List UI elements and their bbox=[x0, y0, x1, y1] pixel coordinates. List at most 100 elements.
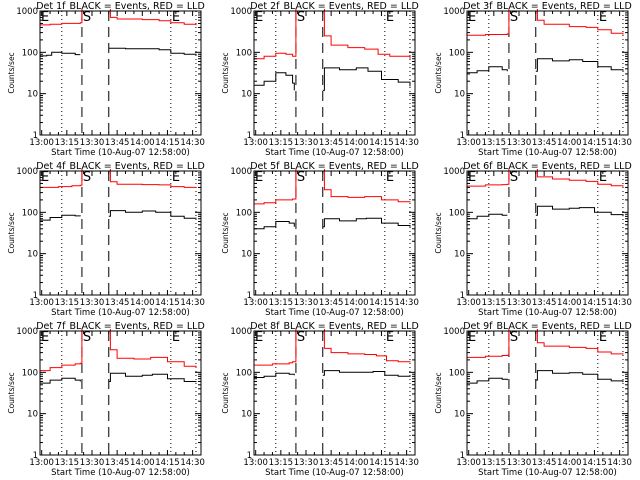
plot-frame bbox=[39, 330, 202, 456]
x-tick-label: 14:15 bbox=[155, 298, 180, 308]
event-marker-e: E bbox=[599, 10, 607, 25]
x-tick-label: 14:00 bbox=[344, 138, 369, 148]
event-marker-s: S bbox=[83, 170, 91, 185]
x-tick-label: 13:00 bbox=[243, 458, 268, 468]
y-tick-label: 1 bbox=[247, 131, 252, 141]
y-tick-label: 1 bbox=[33, 131, 38, 141]
series-line-lld bbox=[40, 9, 197, 26]
y-tick-label: 1 bbox=[460, 451, 465, 461]
event-marker-s: S bbox=[297, 170, 305, 185]
x-axis-label: Start Time (10-Aug-07 12:58:00) bbox=[478, 468, 617, 478]
x-tick-label: 13:30 bbox=[507, 138, 532, 148]
event-marker-e: E bbox=[41, 330, 49, 345]
y-axis-label: Counts/sec bbox=[434, 52, 443, 93]
x-tick-label: 13:15 bbox=[482, 458, 507, 468]
series-line-lld bbox=[254, 169, 411, 205]
x-tick-label: 14:00 bbox=[557, 298, 582, 308]
y-tick-label: 10 bbox=[27, 90, 38, 100]
panel-title-legend: BLACK = Events, RED = LLD bbox=[70, 161, 205, 172]
panel-det-4f: Det 4f BLACK = Events, RED = LLD 1 10 100 100… bbox=[7, 161, 205, 318]
series-group bbox=[254, 329, 411, 378]
event-marker-e: E bbox=[386, 10, 394, 25]
series-line-events bbox=[467, 205, 624, 220]
y-tick-label: 1000 bbox=[16, 327, 38, 337]
event-marker-e: E bbox=[386, 170, 394, 185]
y-tick-label: 100 bbox=[449, 48, 465, 58]
series-group bbox=[467, 329, 624, 384]
panel-title: Det 2f BLACK = Events, RED = LLD bbox=[250, 1, 419, 12]
series-line-events bbox=[40, 210, 197, 221]
series-line-events bbox=[40, 47, 197, 57]
series-line-lld bbox=[40, 169, 196, 188]
event-marker-e: E bbox=[172, 330, 180, 345]
x-tick-label: 14:15 bbox=[369, 458, 394, 468]
x-tick-label: 13:00 bbox=[456, 458, 481, 468]
x-tick-label: 14:30 bbox=[180, 298, 205, 308]
x-tick-label: 14:15 bbox=[582, 298, 607, 308]
plot-frame bbox=[253, 170, 416, 296]
y-tick-label: 1 bbox=[247, 451, 252, 461]
x-tick-label: 13:15 bbox=[269, 298, 294, 308]
panel-title-det: Det 5f bbox=[250, 161, 280, 172]
x-tick-label: 13:15 bbox=[269, 138, 294, 148]
y-axis-label: Counts/sec bbox=[434, 372, 443, 413]
y-tick-label: 1000 bbox=[443, 167, 465, 177]
x-axis-label: Start Time (10-Aug-07 12:58:00) bbox=[478, 308, 617, 318]
y-tick-label: 10 bbox=[454, 410, 465, 420]
y-tick-label: 100 bbox=[236, 48, 252, 58]
event-marker-s: S bbox=[510, 10, 518, 25]
series-line-lld bbox=[467, 9, 624, 36]
x-axis-label: Start Time (10-Aug-07 12:58:00) bbox=[265, 308, 404, 318]
y-tick-label: 10 bbox=[241, 410, 252, 420]
y-tick-label: 1000 bbox=[230, 167, 252, 177]
y-tick-label: 1000 bbox=[16, 7, 38, 17]
x-tick-label: 14:30 bbox=[607, 138, 632, 148]
x-tick-label: 13:15 bbox=[269, 458, 294, 468]
x-tick-label: 14:30 bbox=[607, 458, 632, 468]
x-tick-label: 13:30 bbox=[507, 298, 532, 308]
x-tick-label: 13:30 bbox=[294, 138, 319, 148]
y-tick-label: 100 bbox=[236, 208, 252, 218]
x-tick-label: 14:00 bbox=[344, 458, 369, 468]
series-line-events bbox=[254, 370, 411, 378]
x-tick-label: 13:00 bbox=[243, 298, 268, 308]
event-marker-e: E bbox=[386, 330, 394, 345]
event-marker-e: E bbox=[172, 170, 180, 185]
x-tick-label: 14:00 bbox=[557, 138, 582, 148]
y-tick-label: 10 bbox=[454, 250, 465, 260]
panel-title-legend: BLACK = Events, RED = LLD bbox=[70, 321, 205, 332]
y-tick-label: 1000 bbox=[443, 327, 465, 337]
x-tick-label: 14:00 bbox=[557, 458, 582, 468]
panel-title: Det 9f BLACK = Events, RED = LLD bbox=[463, 321, 632, 332]
panel-det-5f: Det 5f BLACK = Events, RED = LLD 1 10 100 100… bbox=[221, 161, 419, 318]
panel-title-det: Det 7f bbox=[36, 321, 66, 332]
panel-title-legend: BLACK = Events, RED = LLD bbox=[497, 161, 632, 172]
y-tick-label: 10 bbox=[241, 250, 252, 260]
x-axis-label: Start Time (10-Aug-07 12:58:00) bbox=[478, 148, 617, 158]
event-marker-e: E bbox=[172, 10, 180, 25]
y-tick-label: 100 bbox=[236, 368, 252, 378]
x-tick-label: 13:30 bbox=[80, 458, 105, 468]
x-tick-label: 13:45 bbox=[105, 298, 130, 308]
y-tick-label: 10 bbox=[454, 90, 465, 100]
x-tick-label: 14:30 bbox=[180, 458, 205, 468]
y-axis-label: Counts/sec bbox=[7, 212, 16, 253]
x-tick-label: 14:30 bbox=[394, 458, 419, 468]
y-tick-label: 10 bbox=[27, 250, 38, 260]
event-marker-e: E bbox=[41, 170, 49, 185]
event-marker-s: S bbox=[510, 330, 518, 345]
panel-title-legend: BLACK = Events, RED = LLD bbox=[497, 321, 632, 332]
event-marker-s: S bbox=[83, 330, 91, 345]
x-tick-label: 13:45 bbox=[105, 138, 130, 148]
event-marker-e: E bbox=[41, 10, 49, 25]
x-tick-label: 14:00 bbox=[130, 138, 155, 148]
plot-frame bbox=[39, 10, 202, 136]
event-marker-e: E bbox=[255, 10, 263, 25]
panel-det-8f: Det 8f BLACK = Events, RED = LLD 1 10 100 100… bbox=[221, 321, 419, 478]
x-tick-label: 13:15 bbox=[482, 298, 507, 308]
x-tick-label: 13:00 bbox=[456, 138, 481, 148]
panel-title-det: Det 3f bbox=[463, 1, 493, 12]
y-tick-label: 10 bbox=[241, 90, 252, 100]
x-tick-label: 13:15 bbox=[482, 138, 507, 148]
y-tick-label: 100 bbox=[22, 48, 38, 58]
